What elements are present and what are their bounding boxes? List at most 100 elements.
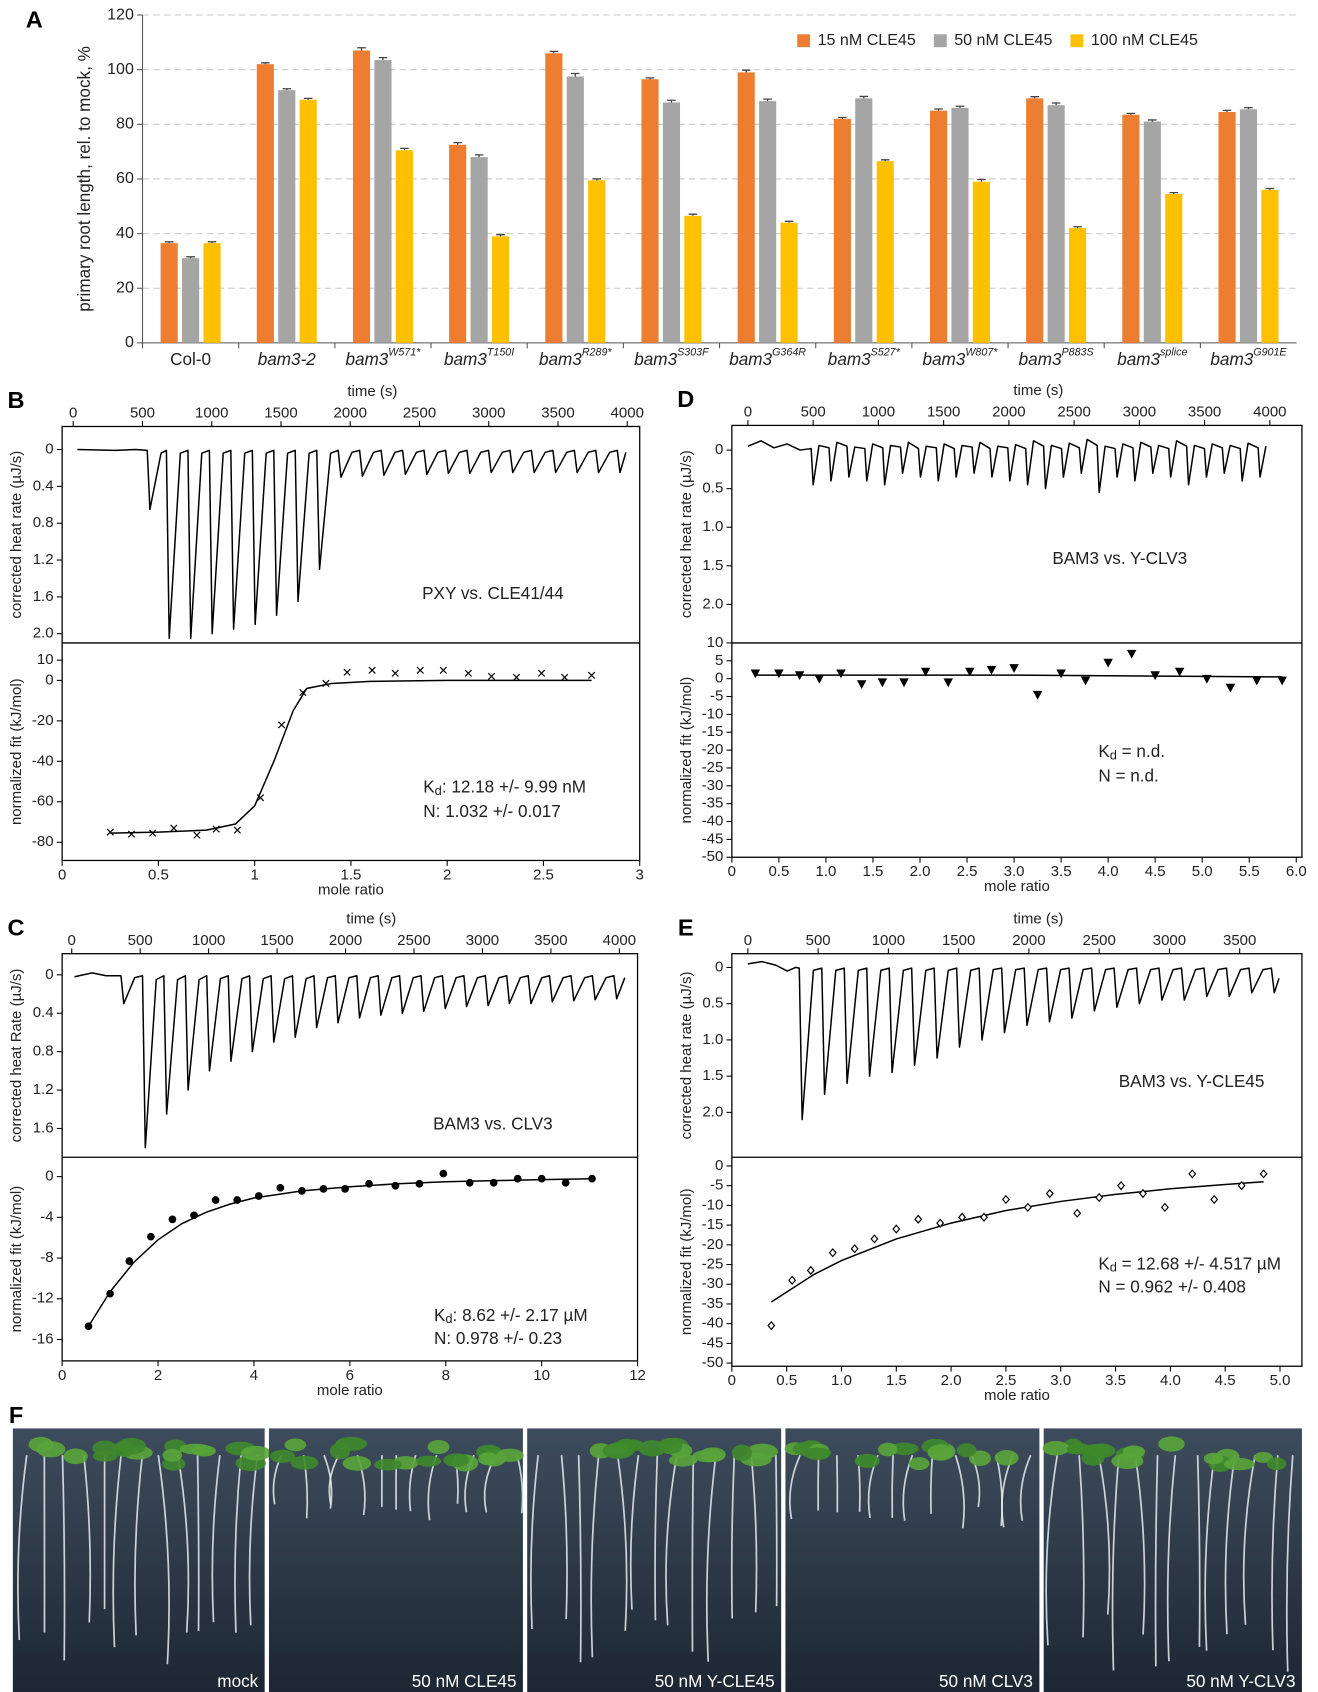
root [1019, 1454, 1032, 1521]
seedling-leaf [731, 1444, 753, 1462]
x-tick-label: 2.5 [533, 866, 554, 883]
x-axis-label: time (s) [1013, 382, 1063, 399]
y-tick-label: 0.5 [702, 480, 723, 497]
error-bar [357, 47, 366, 51]
seedling-leaf [1223, 1458, 1255, 1471]
root [61, 1455, 66, 1661]
data-point [1225, 683, 1236, 693]
x-tick-label: 4 [250, 1367, 258, 1384]
seedling-leaf [290, 1455, 319, 1470]
data-point [190, 1211, 198, 1220]
kd-symbol: K [1098, 1253, 1110, 1273]
x-tick-label: 5.5 [1239, 863, 1260, 880]
x-tick-label: 4.0 [1160, 1372, 1181, 1389]
x-tick-label: 0 [744, 404, 752, 421]
panel-letter: E [678, 914, 694, 940]
panel-letter: C [8, 914, 25, 940]
x-tick-label: 0.5 [768, 863, 789, 880]
x-tick-label: bam3G901E [1210, 346, 1287, 368]
root [654, 1455, 659, 1621]
root [82, 1455, 92, 1623]
plate-photo [785, 1428, 1040, 1692]
data-point [1045, 1188, 1054, 1199]
data-point [1080, 676, 1091, 686]
root [1166, 1455, 1177, 1662]
error-bar [261, 62, 270, 65]
data-point [806, 1265, 815, 1276]
root [836, 1455, 839, 1513]
root [1097, 1455, 1111, 1615]
y-tick-label: -40 [32, 752, 54, 769]
sample-label: BAM3 vs. Y-CLE45 [1119, 1071, 1265, 1091]
y-tick-label: 80 [116, 115, 134, 133]
y-tick-label: 0 [715, 1157, 723, 1174]
root [954, 1454, 965, 1529]
root [590, 1455, 600, 1658]
root [665, 1455, 678, 1626]
y-axis-label: normalized fit (kJ/mol) [678, 1188, 695, 1335]
bar [972, 181, 990, 343]
data-point [767, 1320, 776, 1331]
x-tick-label: 3000 [472, 405, 505, 422]
root [196, 1455, 200, 1632]
y-axis-label: normalized fit (kJ/mol) [8, 1186, 25, 1333]
error-bar [784, 220, 794, 223]
category-name: bam3 [729, 349, 772, 369]
seedling-leaf [342, 1455, 372, 1471]
x-axis-label: mole ratio [317, 1382, 383, 1399]
root [1045, 1455, 1059, 1646]
y-tick-label: 100 [107, 60, 134, 78]
seedling-leaf [374, 1458, 402, 1471]
y-tick-label: -45 [702, 830, 724, 847]
kd-value: = n.d. [1117, 741, 1165, 761]
category-name: bam3 [539, 349, 582, 369]
data-point [1009, 664, 1019, 673]
data-point [1202, 674, 1212, 684]
x-tick-label: 0 [68, 932, 76, 949]
bar [256, 64, 274, 343]
x-tick-label: 1.5 [863, 863, 884, 880]
error-bar [1169, 191, 1179, 194]
seedling-leaf [162, 1448, 183, 1462]
seedling-leaf [1158, 1436, 1185, 1452]
data-point [958, 1212, 967, 1222]
seedling-leaf [1111, 1453, 1144, 1469]
x-tick-label: 2.0 [910, 863, 931, 880]
root [1134, 1455, 1146, 1635]
x-tick-label: 2.5 [957, 863, 978, 880]
fit-line [87, 1177, 593, 1327]
data-point [750, 669, 761, 679]
bar [299, 99, 317, 343]
kd-label: Kd: 12.18 +/- 9.99 nM [423, 776, 586, 798]
y-tick-label: 0 [45, 966, 53, 983]
y-tick-label: -40 [702, 813, 724, 830]
error-bar [1222, 109, 1232, 113]
x-tick-label: 500 [801, 404, 826, 421]
kd-label: Kd = n.d. [1098, 741, 1165, 763]
x-axis-label: mole ratio [984, 878, 1050, 895]
x-tick-label: 2000 [334, 405, 367, 422]
y-axis-label: corrected heat rate (µJ/s) [678, 450, 695, 618]
x-tick-label: 500 [128, 932, 153, 949]
root [112, 1455, 122, 1648]
y-tick-label: 1.6 [33, 1119, 54, 1136]
error-bar [1265, 187, 1275, 190]
kd-subscript: d [1110, 748, 1117, 763]
root [134, 1455, 144, 1636]
y-tick-label: -35 [702, 795, 724, 812]
legend-label: 100 nM CLE45 [1091, 31, 1198, 49]
data-point [936, 1218, 945, 1228]
y-tick-label: 0 [45, 1168, 53, 1185]
seedling-leaf [908, 1457, 930, 1471]
y-tick-label: -50 [702, 848, 724, 865]
data-point [168, 1215, 177, 1224]
error-bar [592, 178, 602, 181]
plate-caption: mock [217, 1671, 258, 1691]
data-point [256, 794, 265, 802]
data-point [391, 669, 399, 677]
error-bar [496, 234, 505, 237]
data-point [439, 1169, 448, 1178]
bar [182, 258, 200, 343]
category-superscript: W571* [388, 346, 421, 358]
